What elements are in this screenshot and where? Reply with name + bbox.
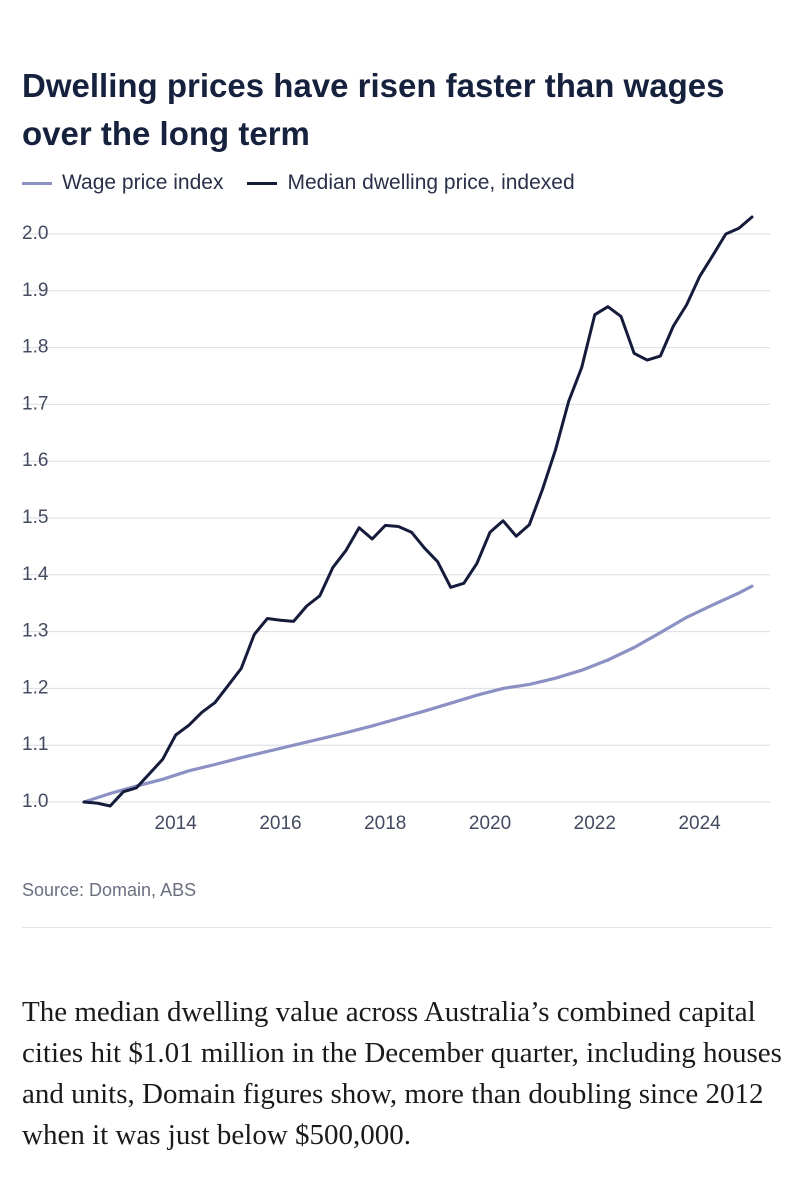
y-tick-label: 1.3 <box>22 621 48 642</box>
legend-item-dwelling: Median dwelling price, indexed <box>247 171 575 195</box>
legend-item-wage: Wage price index <box>22 171 223 195</box>
x-tick-label: 2016 <box>259 813 301 834</box>
line-chart: 1.0 1.1 1.2 1.3 1.4 1.5 1.6 1.7 1.8 1.9 2.0 2014 201… <box>22 215 770 834</box>
chart-legend: Wage price index Median dwelling price, … <box>22 170 599 196</box>
y-tick-label: 1.0 <box>22 791 48 812</box>
x-tick-label: 2020 <box>469 813 511 834</box>
y-tick-label: 1.4 <box>22 564 49 585</box>
y-tick-label: 1.2 <box>22 677 48 698</box>
x-tick-label: 2018 <box>364 813 406 834</box>
chart-source: Source: Domain, ABS <box>22 880 197 900</box>
series-line-dwelling <box>82 215 754 808</box>
article-paragraph: The median dwelling value across Austral… <box>22 996 782 1151</box>
y-tick-label: 1.1 <box>22 734 48 755</box>
y-tick-label: 2.0 <box>22 223 48 244</box>
series-line-wage <box>82 584 754 804</box>
y-tick-label: 1.7 <box>22 393 48 414</box>
y-tick-label: 1.5 <box>22 507 48 528</box>
x-tick-label: 2022 <box>574 813 616 834</box>
y-tick-label: 1.6 <box>22 450 48 471</box>
y-tick-label: 1.8 <box>22 337 48 358</box>
divider <box>22 927 772 928</box>
y-tick-label: 1.9 <box>22 280 48 301</box>
x-tick-label: 2024 <box>678 813 721 834</box>
legend-label-dwelling: Median dwelling price, indexed <box>287 171 575 194</box>
x-tick-label: 2014 <box>155 813 198 834</box>
legend-swatch-dwelling <box>247 181 278 185</box>
legend-swatch-wage <box>22 181 52 185</box>
chart-title: Dwelling prices have risen faster than w… <box>22 67 725 152</box>
legend-label-wage: Wage price index <box>62 171 224 194</box>
